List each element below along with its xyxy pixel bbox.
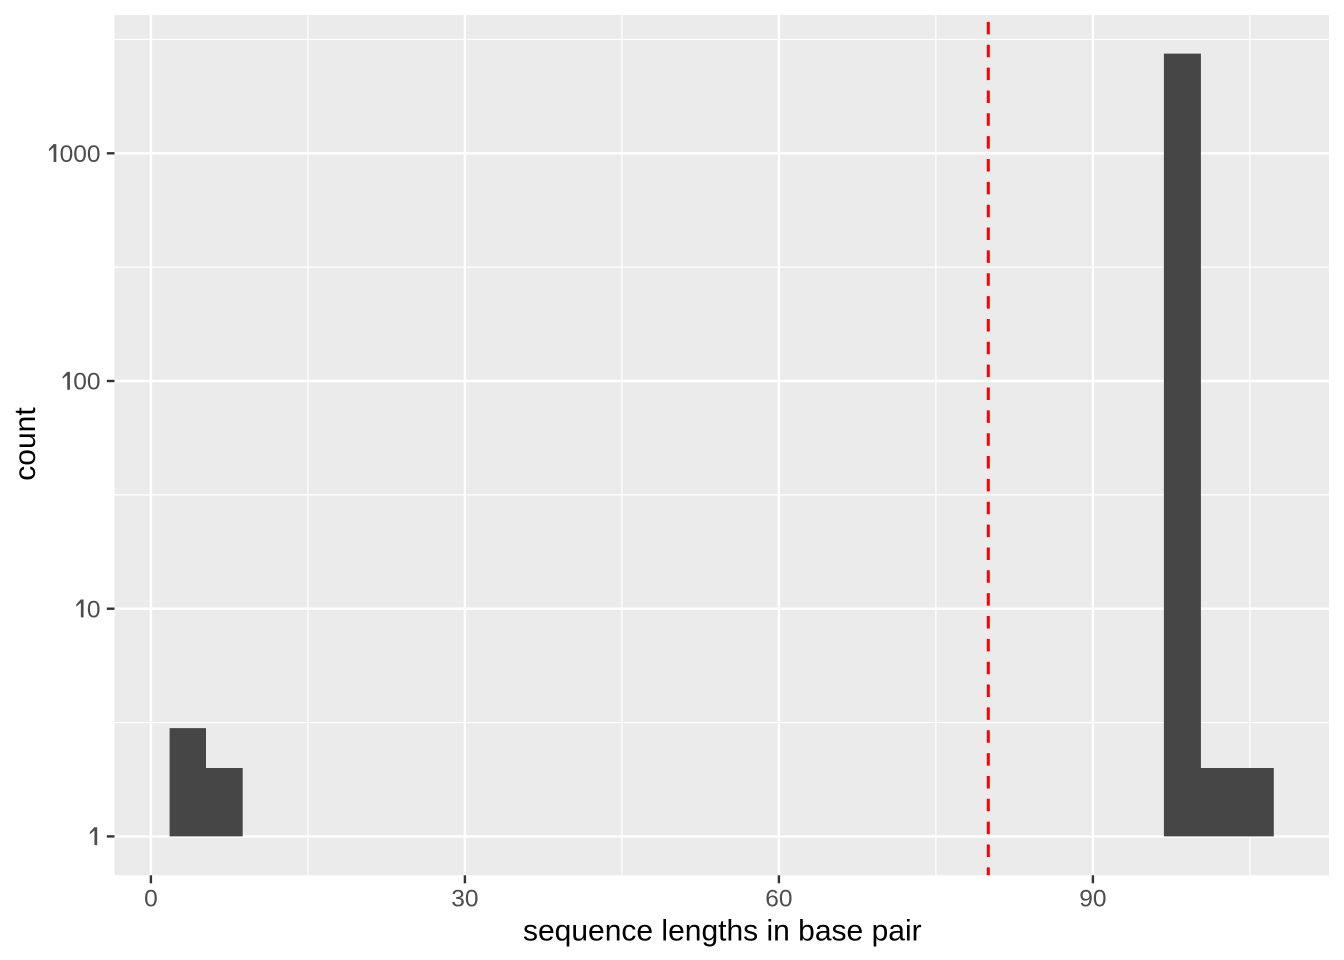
svg-text:00: 00 [73, 369, 100, 396]
svg-text:60: 60 [765, 886, 792, 913]
svg-text:sequence lengths in base pair: sequence lengths in base pair [523, 915, 922, 948]
svg-text:0: 0 [144, 886, 158, 913]
svg-text:90: 90 [1079, 886, 1106, 913]
svg-text:0: 0 [87, 596, 101, 623]
svg-text:30: 30 [451, 886, 478, 913]
svg-text:000: 000 [60, 141, 101, 168]
svg-text:count: count [9, 407, 42, 481]
